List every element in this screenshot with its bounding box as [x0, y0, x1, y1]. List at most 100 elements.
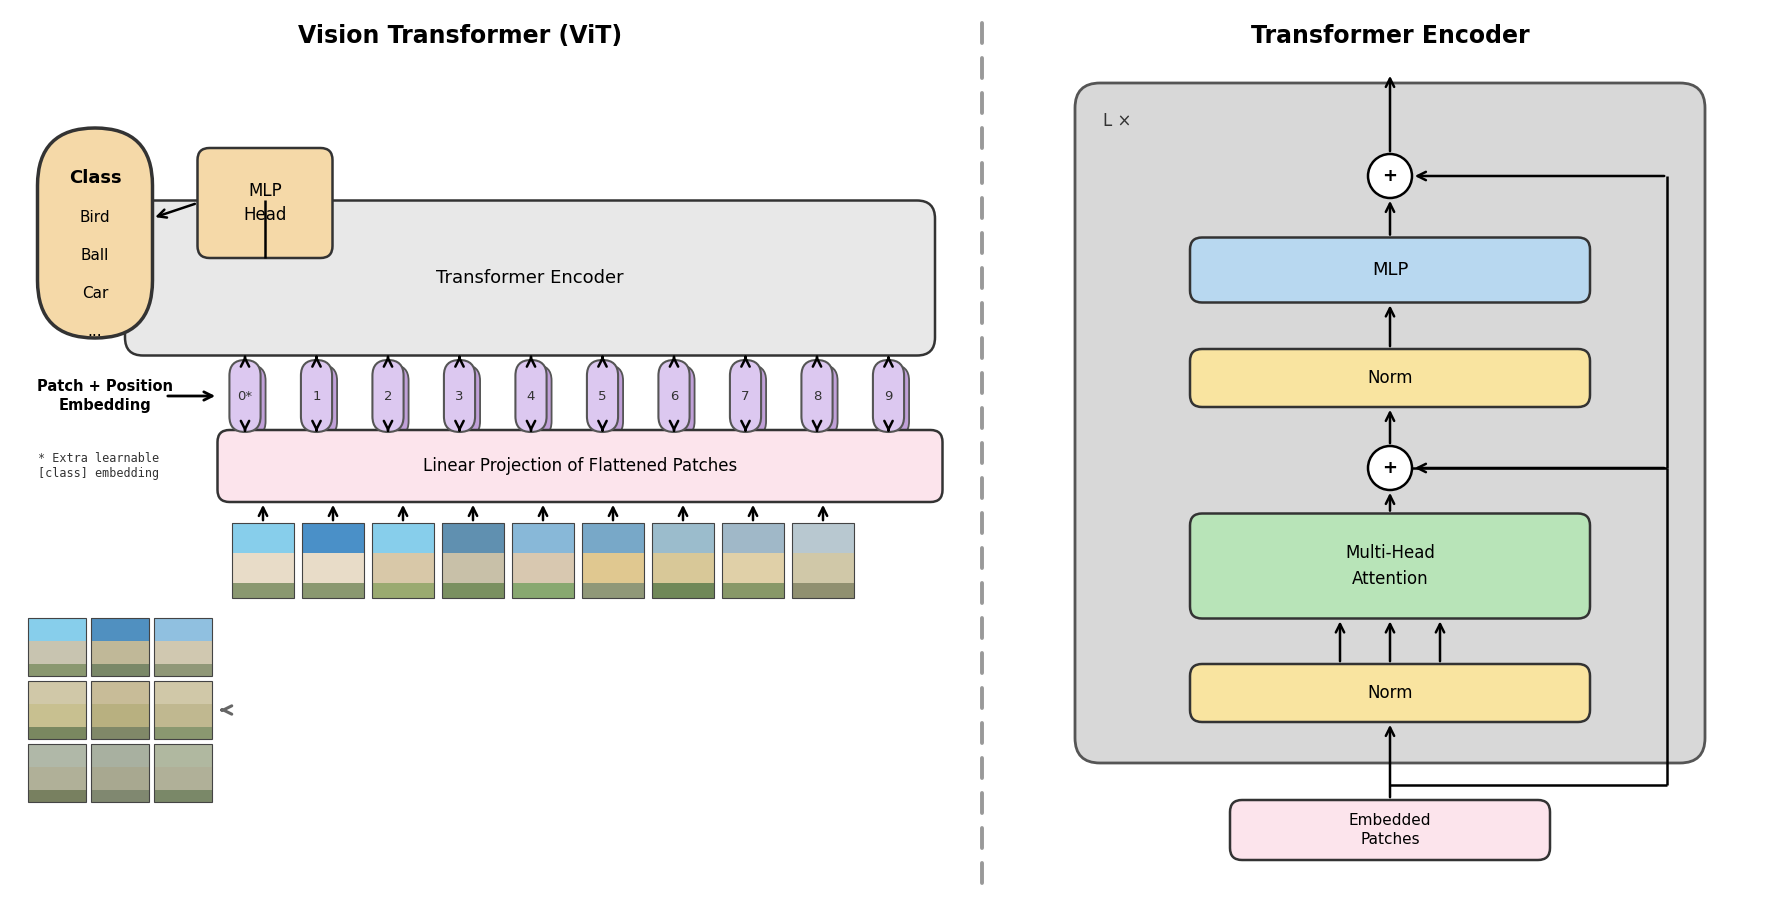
Bar — [154, 681, 213, 704]
FancyBboxPatch shape — [735, 365, 766, 437]
FancyBboxPatch shape — [730, 360, 762, 432]
Bar — [154, 618, 213, 676]
Bar — [90, 704, 149, 727]
Text: Linear Projection of Flattened Patches: Linear Projection of Flattened Patches — [424, 457, 737, 475]
FancyBboxPatch shape — [1191, 349, 1589, 407]
Bar — [301, 523, 363, 598]
FancyBboxPatch shape — [663, 365, 695, 437]
Text: +: + — [1382, 167, 1398, 185]
Bar — [90, 681, 149, 739]
FancyBboxPatch shape — [1191, 513, 1589, 619]
Bar — [28, 744, 87, 802]
Text: Bird: Bird — [80, 210, 110, 226]
Bar — [90, 727, 149, 739]
Bar — [28, 665, 87, 676]
Text: Ball: Ball — [82, 249, 110, 263]
FancyBboxPatch shape — [1076, 83, 1705, 763]
Bar — [90, 767, 149, 790]
FancyBboxPatch shape — [377, 365, 409, 437]
FancyBboxPatch shape — [234, 365, 266, 437]
Bar — [154, 744, 213, 802]
Text: Patch + Position
Embedding: Patch + Position Embedding — [37, 378, 174, 413]
Bar — [581, 523, 643, 553]
Text: Transformer Encoder: Transformer Encoder — [1251, 24, 1529, 48]
Bar — [90, 681, 149, 704]
FancyBboxPatch shape — [877, 365, 909, 437]
Bar — [372, 523, 434, 598]
FancyBboxPatch shape — [516, 360, 546, 432]
Circle shape — [1368, 154, 1412, 198]
Text: Transformer Encoder: Transformer Encoder — [436, 269, 624, 287]
Text: * Extra learnable
[class] embedding: * Extra learnable [class] embedding — [37, 452, 159, 480]
Circle shape — [1368, 446, 1412, 490]
Text: 1: 1 — [312, 389, 321, 402]
FancyBboxPatch shape — [372, 360, 404, 432]
FancyBboxPatch shape — [37, 128, 152, 338]
Bar — [441, 553, 503, 583]
Text: 7: 7 — [741, 389, 750, 402]
Bar — [154, 618, 213, 641]
Bar — [28, 767, 87, 790]
Bar — [792, 523, 854, 598]
FancyBboxPatch shape — [126, 200, 936, 355]
Text: 0*: 0* — [237, 389, 253, 402]
Bar — [28, 727, 87, 739]
Text: MLP
Head: MLP Head — [243, 182, 287, 225]
Bar — [154, 727, 213, 739]
Text: L ×: L × — [1102, 112, 1131, 130]
Bar — [372, 523, 434, 553]
FancyBboxPatch shape — [301, 360, 331, 432]
FancyBboxPatch shape — [806, 365, 838, 437]
FancyBboxPatch shape — [307, 365, 337, 437]
Text: 2: 2 — [385, 389, 392, 402]
Bar — [90, 618, 149, 676]
Bar — [90, 665, 149, 676]
Bar — [232, 583, 294, 598]
Bar — [154, 790, 213, 802]
Bar — [90, 618, 149, 641]
FancyBboxPatch shape — [587, 360, 618, 432]
Bar — [512, 523, 574, 553]
Text: Norm: Norm — [1368, 684, 1412, 702]
Bar — [90, 744, 149, 767]
Text: Class: Class — [69, 169, 120, 187]
FancyBboxPatch shape — [448, 365, 480, 437]
Bar — [28, 681, 87, 704]
Bar — [28, 744, 87, 767]
Bar — [28, 790, 87, 802]
Bar — [154, 767, 213, 790]
Bar — [90, 790, 149, 802]
Bar — [512, 523, 574, 598]
Bar — [28, 618, 87, 676]
Bar — [581, 553, 643, 583]
Bar — [441, 523, 503, 553]
Bar — [441, 523, 503, 598]
Bar — [232, 523, 294, 598]
FancyBboxPatch shape — [874, 360, 904, 432]
FancyBboxPatch shape — [1191, 238, 1589, 303]
Bar — [652, 523, 714, 553]
Bar — [721, 523, 783, 598]
Bar — [90, 641, 149, 665]
Text: 4: 4 — [526, 389, 535, 402]
Bar — [721, 553, 783, 583]
Bar — [301, 523, 363, 553]
Text: Car: Car — [82, 286, 108, 301]
FancyBboxPatch shape — [1230, 800, 1550, 860]
Text: 3: 3 — [455, 389, 464, 402]
Text: Multi-Head
Attention: Multi-Head Attention — [1345, 543, 1435, 588]
Bar — [232, 553, 294, 583]
Bar — [372, 553, 434, 583]
Text: Norm: Norm — [1368, 369, 1412, 387]
Bar — [154, 704, 213, 727]
FancyBboxPatch shape — [1191, 664, 1589, 722]
Bar — [581, 523, 643, 598]
Bar — [232, 523, 294, 553]
Bar — [301, 553, 363, 583]
Text: MLP: MLP — [1372, 261, 1409, 279]
Text: 5: 5 — [599, 389, 606, 402]
Bar — [581, 583, 643, 598]
Bar — [154, 744, 213, 767]
Bar — [301, 583, 363, 598]
Bar — [721, 583, 783, 598]
